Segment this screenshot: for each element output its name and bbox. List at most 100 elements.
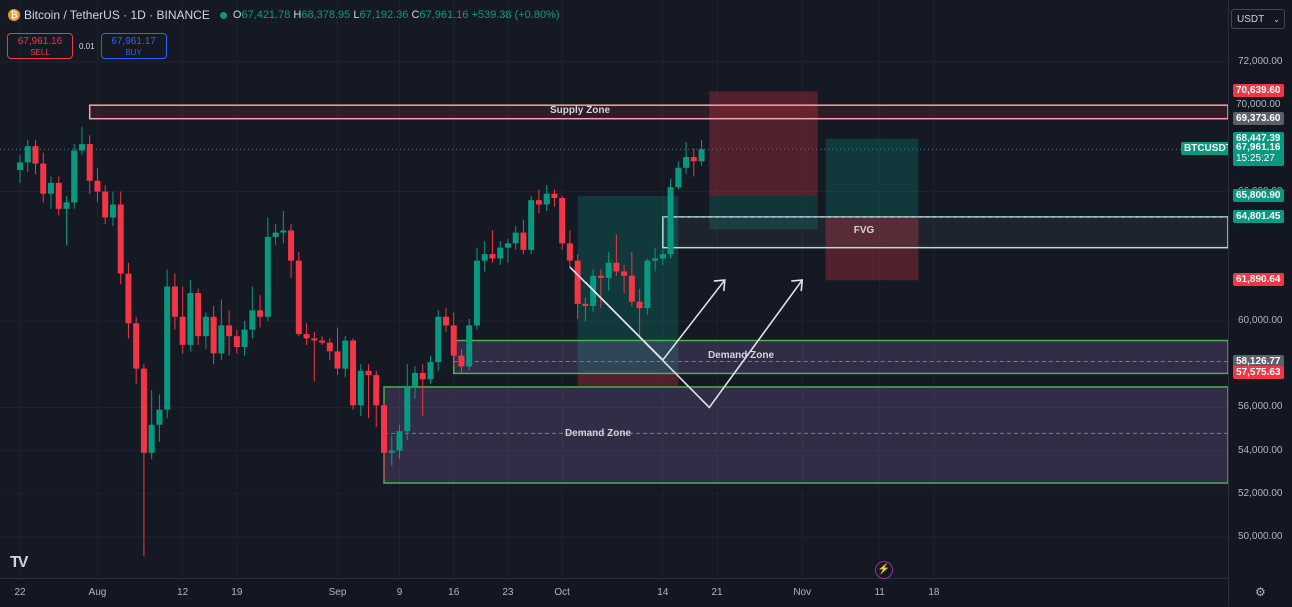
demand2-zone-box <box>383 386 1228 484</box>
candle-body <box>241 329 248 347</box>
candle-body <box>40 163 47 194</box>
price-tag: 61,890.64 <box>1233 273 1284 287</box>
price-tick-label: 60,000.00 <box>1238 315 1283 327</box>
candle-body <box>233 336 240 347</box>
candle-body <box>698 149 705 162</box>
candle-body <box>381 405 388 453</box>
candle-body <box>249 310 256 330</box>
candle-body <box>63 202 70 209</box>
candle-body <box>396 431 403 451</box>
demand1-zone-box <box>452 339 1228 375</box>
price-tick-label: 56,000.00 <box>1238 401 1283 413</box>
candle-body <box>319 340 326 343</box>
candle-body <box>574 260 581 304</box>
candle-body <box>442 316 449 326</box>
position-stop-area <box>709 91 818 196</box>
candle-body <box>86 144 93 181</box>
buy-label: BUY <box>125 48 142 57</box>
demand2-zone-label: Demand Zone <box>564 427 632 439</box>
candle-body <box>32 146 39 164</box>
candle-body <box>117 204 124 274</box>
buy-button[interactable]: 67,961.17 BUY <box>100 33 167 59</box>
candle-body <box>435 316 442 363</box>
supply-zone-label: Supply Zone <box>550 104 610 116</box>
candle-body <box>311 338 318 341</box>
price-axis[interactable]: 72,000.0066,000.0060,000.0056,000.0054,0… <box>1228 0 1292 606</box>
price-tag: 69,373.60 <box>1233 111 1284 125</box>
candle-body <box>566 243 573 261</box>
time-tick-label: Oct <box>554 587 570 598</box>
arrow-head <box>713 279 726 292</box>
candle-body <box>109 204 116 218</box>
candle-body <box>535 200 542 205</box>
projection-arrow <box>584 279 803 409</box>
last-price-value: 67,961.16 <box>1236 142 1281 154</box>
candle-body <box>133 323 140 369</box>
fvg-zone-box <box>662 216 1228 249</box>
time-tick-label: Aug <box>88 587 107 598</box>
candle-body <box>365 370 372 376</box>
market-status-dot <box>219 11 227 19</box>
candle-body <box>628 275 635 302</box>
time-tick-label: 22 <box>14 587 26 598</box>
flash-icon[interactable]: ⚡ <box>875 561 893 579</box>
price-tag: 70,639.60 <box>1233 84 1284 98</box>
tradingview-logo-icon[interactable]: TV <box>10 554 29 571</box>
candle-body <box>195 293 202 337</box>
low-value: 67,192.36 <box>359 9 409 21</box>
candle-body <box>78 144 85 151</box>
candle-body <box>411 372 418 386</box>
price-tag: 70,000.00 <box>1233 98 1284 112</box>
arrow-head <box>791 279 804 292</box>
time-tick-label: Nov <box>793 587 812 598</box>
supply-zone-box <box>88 104 1228 120</box>
change-value: +539.38 (+0.80%) <box>471 9 560 21</box>
candle-body <box>357 370 364 406</box>
time-tick-label: 23 <box>502 587 514 598</box>
candle-body <box>489 254 496 259</box>
bar-countdown: 15:25:27 <box>1236 153 1275 165</box>
price-tick-label: 50,000.00 <box>1238 531 1283 542</box>
chart-canvas[interactable] <box>0 0 1228 578</box>
settings-gear-icon[interactable]: ⚙ <box>1255 585 1266 599</box>
candle-body <box>55 182 62 209</box>
candle-body <box>264 236 271 317</box>
candle-body <box>164 286 171 410</box>
candle-body <box>675 167 682 188</box>
candle-body <box>295 260 302 335</box>
candle-body <box>667 187 674 255</box>
price-tag: 68,447.39 <box>1233 131 1284 145</box>
candle-body <box>458 355 465 367</box>
symbol-title[interactable]: Bitcoin / TetherUS · 1D · BINANCE <box>24 8 210 22</box>
candle-body <box>226 325 233 337</box>
time-axis[interactable]: 22 Aug 12 19 Sep 9 16 23 Oct 14 21 Nov 11 18 <box>0 578 1228 607</box>
candle-body <box>613 262 620 272</box>
candle-body <box>481 254 488 261</box>
price-tick-label: 72,000.00 <box>1238 56 1283 67</box>
price-tag: 57,575.63 <box>1233 366 1284 380</box>
time-tick-label: Sep <box>328 587 347 598</box>
trade-panel: 67,961.16 SELL 0.01 67,961.17 BUY <box>7 33 167 59</box>
chart-area[interactable]: Supply Zone Demand Zone Demand Zone FVG BTC… <box>0 0 1228 578</box>
candle-body <box>388 450 395 453</box>
candle-body <box>659 254 666 259</box>
close-value: 67,961.16 <box>419 9 469 21</box>
candle-body <box>559 198 566 244</box>
candle-body <box>551 193 558 199</box>
candle-body <box>47 182 54 194</box>
candle-body <box>125 273 132 324</box>
price-tag: 65,800.90 <box>1233 188 1284 202</box>
open-value: 67,421.78 <box>241 9 291 21</box>
candle-body <box>140 368 147 453</box>
candle-body <box>582 303 589 306</box>
candle-body <box>504 243 511 248</box>
candle-body <box>473 260 480 326</box>
currency-select[interactable]: USDT ⌄ <box>1231 9 1285 29</box>
candle-body <box>644 260 651 309</box>
price-tag: 58,126.77 <box>1233 354 1284 368</box>
candle-body <box>605 262 612 278</box>
sell-button[interactable]: 67,961.16 SELL <box>7 33 73 59</box>
candle-body <box>427 362 434 380</box>
demand1-zone-label: Demand Zone <box>707 349 775 361</box>
candle-body <box>350 340 357 406</box>
